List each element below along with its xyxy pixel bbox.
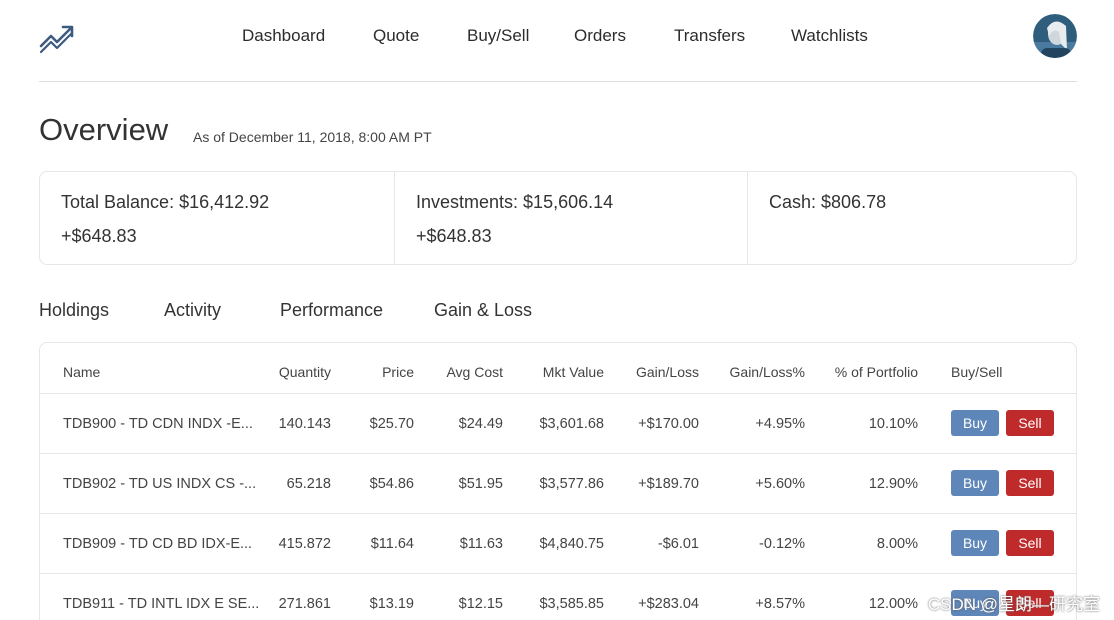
holding-quantity: 415.872: [278, 536, 331, 552]
holding-portfolio-pct: 12.00%: [868, 596, 918, 612]
col-header-mkt-value[interactable]: Mkt Value: [542, 364, 604, 380]
holdings-table: Name Quantity Price Avg Cost Mkt Value G…: [39, 342, 1077, 620]
holding-name[interactable]: TDB909 - TD CD BD IDX-E...: [63, 536, 253, 552]
top-navigation-bar: Dashboard Quote Buy/Sell Orders Transfer…: [39, 0, 1077, 82]
holding-price: $25.70: [369, 416, 414, 432]
holding-gain-loss-pct: -0.12%: [759, 536, 805, 552]
holding-avg-cost: $11.63: [459, 536, 503, 552]
holding-portfolio-pct: 8.00%: [876, 536, 918, 552]
nav-buy-sell[interactable]: Buy/Sell: [467, 26, 530, 45]
col-header-price[interactable]: Price: [382, 364, 414, 380]
holding-name[interactable]: TDB902 - TD US INDX CS -...: [63, 476, 257, 492]
holding-mkt-value: $4,840.75: [539, 536, 604, 552]
holding-price: $54.86: [369, 476, 414, 492]
holding-price: $11.64: [370, 536, 414, 552]
holding-gain-loss: +$170.00: [638, 416, 699, 432]
trending-up-logo-icon[interactable]: [39, 20, 75, 54]
investments-value: Investments: $15,606.14: [416, 192, 614, 212]
table-row: TDB911 - TD INTL IDX E SE... 271.861 $13…: [40, 574, 1076, 620]
table-header-row: Name Quantity Price Avg Cost Mkt Value G…: [40, 343, 1076, 394]
buy-button[interactable]: Buy: [951, 470, 999, 496]
buy-button[interactable]: Buy: [951, 530, 999, 556]
table-row: TDB900 - TD CDN INDX -E... 140.143 $25.7…: [40, 394, 1076, 454]
holding-gain-loss-pct: +5.60%: [755, 476, 805, 492]
holding-gain-loss: -$6.01: [657, 536, 699, 552]
holding-quantity: 65.218: [286, 476, 331, 492]
user-avatar[interactable]: [1033, 14, 1077, 58]
holding-portfolio-pct: 12.90%: [868, 476, 918, 492]
holding-gain-loss-pct: +8.57%: [755, 596, 805, 612]
tab-activity[interactable]: Activity: [164, 300, 222, 320]
holding-quantity: 140.143: [278, 416, 331, 432]
investments-card: Investments: $15,606.14 +$648.83: [394, 172, 747, 264]
col-header-quantity[interactable]: Quantity: [278, 364, 331, 380]
col-header-buy-sell: Buy/Sell: [951, 364, 1003, 380]
holding-name[interactable]: TDB911 - TD INTL IDX E SE...: [63, 596, 260, 612]
holding-mkt-value: $3,601.68: [539, 416, 604, 432]
page-title: Overview: [39, 112, 169, 147]
tab-gain-loss[interactable]: Gain & Loss: [434, 300, 533, 320]
cash-value: Cash: $806.78: [769, 192, 887, 212]
col-header-name[interactable]: Name: [63, 364, 101, 380]
buy-button[interactable]: Buy: [951, 410, 999, 436]
holding-price: $13.19: [369, 596, 414, 612]
col-header-gain-loss-pct[interactable]: Gain/Loss%: [729, 364, 805, 380]
nav-watchlists[interactable]: Watchlists: [791, 26, 868, 45]
tab-holdings[interactable]: Holdings: [39, 300, 110, 320]
holding-portfolio-pct: 10.10%: [868, 416, 918, 432]
holding-mkt-value: $3,585.85: [539, 596, 604, 612]
investments-change: +$648.83: [416, 226, 492, 246]
buy-button[interactable]: Buy: [951, 590, 999, 616]
col-header-gain-loss[interactable]: Gain/Loss: [635, 364, 699, 380]
holding-gain-loss: +$189.70: [638, 476, 699, 492]
nav-dashboard[interactable]: Dashboard: [242, 26, 326, 45]
sell-button[interactable]: Sell: [1006, 470, 1054, 496]
total-balance-card: Total Balance: $16,412.92 +$648.83: [40, 172, 394, 264]
col-header-avg-cost[interactable]: Avg Cost: [446, 364, 503, 380]
holding-avg-cost: $12.15: [458, 596, 503, 612]
sell-button[interactable]: Sell: [1006, 410, 1054, 436]
holding-mkt-value: $3,577.86: [539, 476, 604, 492]
holding-avg-cost: $24.49: [458, 416, 503, 432]
portfolio-tabs: Holdings Activity Performance Gain & Los…: [39, 300, 639, 324]
nav-transfers[interactable]: Transfers: [674, 26, 746, 45]
table-row: TDB909 - TD CD BD IDX-E... 415.872 $11.6…: [40, 514, 1076, 574]
balance-summary: Total Balance: $16,412.92 +$648.83 Inves…: [39, 171, 1077, 265]
holding-gain-loss-pct: +4.95%: [755, 416, 805, 432]
cash-card: Cash: $806.78: [747, 172, 1076, 264]
col-header-portfolio-pct[interactable]: % of Portfolio: [834, 364, 918, 380]
table-row: TDB902 - TD US INDX CS -... 65.218 $54.8…: [40, 454, 1076, 514]
tab-performance[interactable]: Performance: [280, 300, 384, 320]
sell-button[interactable]: Sell: [1006, 590, 1054, 616]
sell-button[interactable]: Sell: [1006, 530, 1054, 556]
holding-quantity: 271.861: [278, 596, 331, 612]
holding-avg-cost: $51.95: [458, 476, 503, 492]
nav-orders[interactable]: Orders: [574, 26, 626, 45]
holding-name[interactable]: TDB900 - TD CDN INDX -E...: [63, 416, 253, 432]
total-balance-value: Total Balance: $16,412.92: [61, 192, 270, 212]
nav-quote[interactable]: Quote: [373, 26, 420, 45]
holding-gain-loss: +$283.04: [638, 596, 699, 612]
as-of-timestamp: As of December 11, 2018, 8:00 AM PT: [193, 129, 432, 145]
watermark-text: CSDN @星朗—研究室: [927, 595, 1100, 614]
total-balance-change: +$648.83: [61, 226, 137, 246]
main-nav: Dashboard Quote Buy/Sell Orders Transfer…: [39, 26, 1077, 46]
